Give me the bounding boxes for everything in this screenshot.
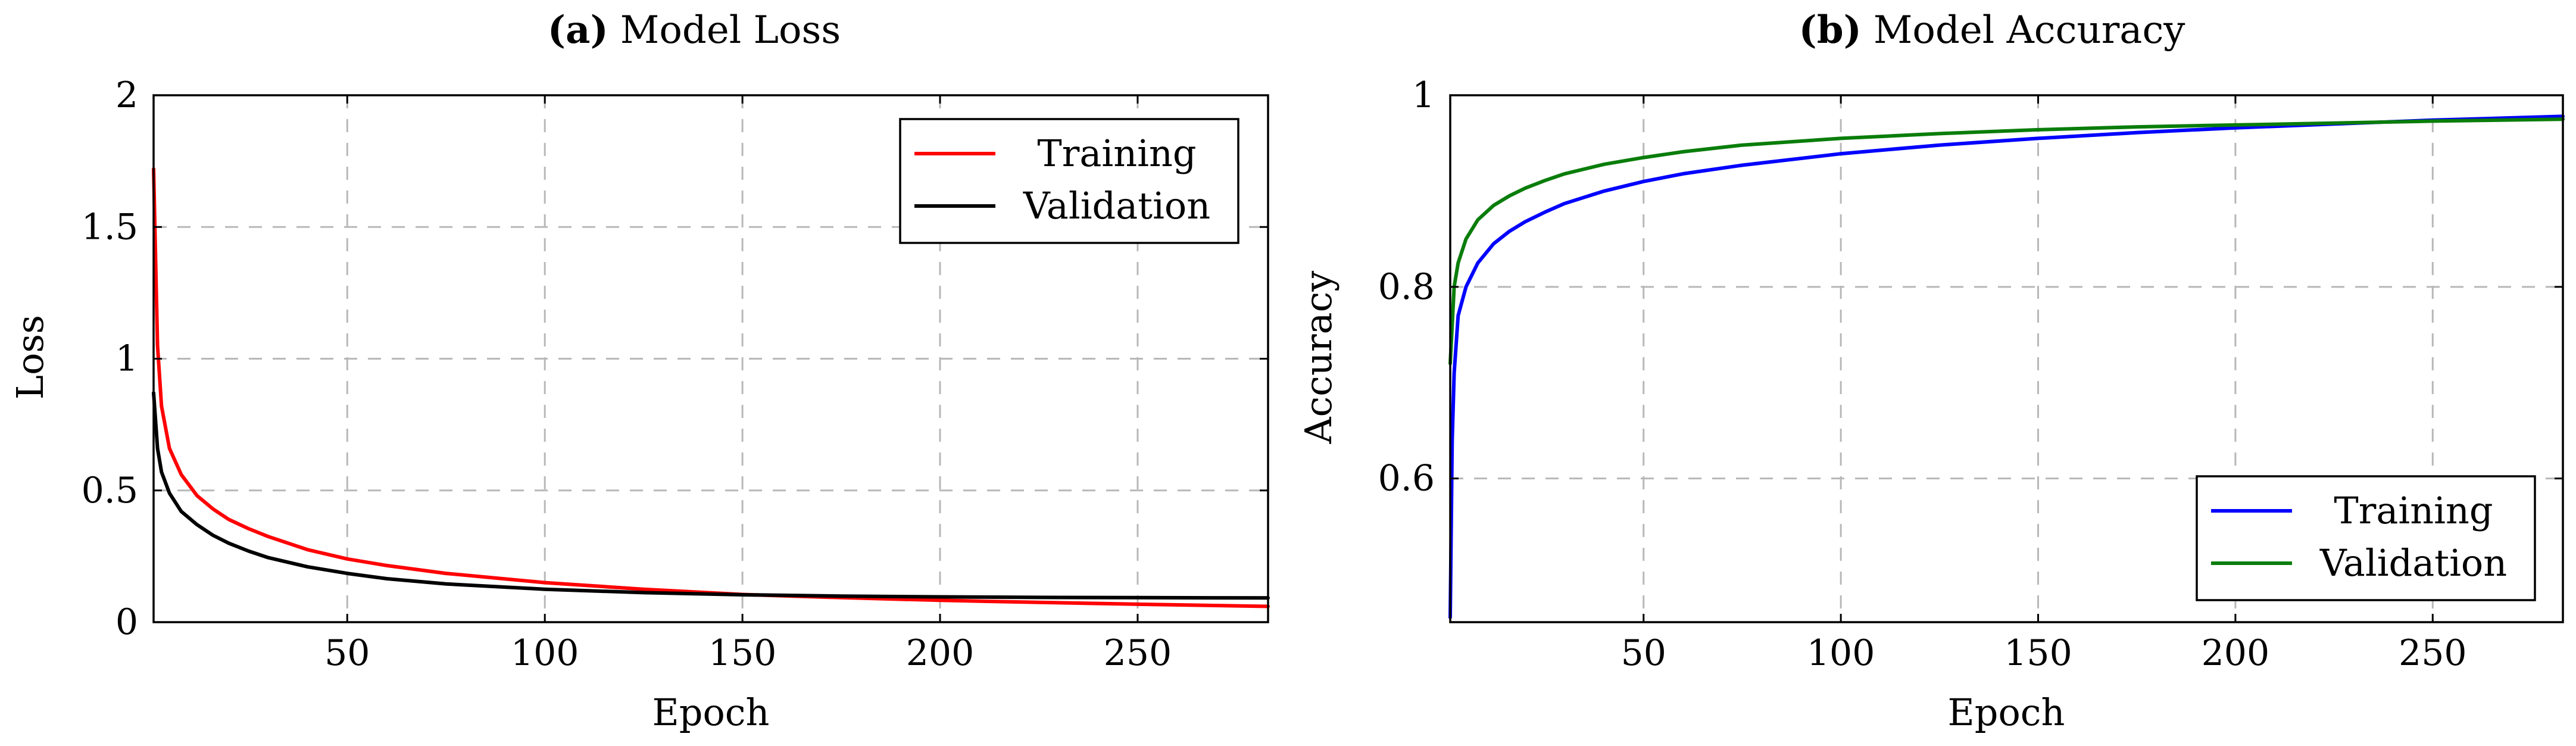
accuracy-series-validation-line [1448,117,2565,366]
loss-series-training-line [152,167,1270,608]
loss-x-axis-label: Epoch [652,691,770,734]
loss-legend: Training Validation [899,118,1239,244]
loss-y-tick-label: 1 [115,338,138,380]
accuracy-legend-label-training: Training [2334,489,2493,532]
accuracy-plot-area [1449,94,2564,623]
accuracy-panel-label: (b) [1799,8,1862,52]
accuracy-chart: (b) Model Accuracy Epoch Accuracy 50 100 15… [1297,8,2565,734]
accuracy-x-tick-label: 200 [2202,632,2270,674]
accuracy-y-tick-label: 0.6 [1378,458,1435,500]
loss-y-axis-label: Loss [8,315,52,399]
loss-series-validation-line [152,391,1270,600]
loss-chart-title: (a) Model Loss [548,8,841,52]
accuracy-x-tick-label: 50 [1621,632,1666,674]
loss-legend-label-validation: Validation [1023,184,1210,227]
loss-y-tick-label: 1.5 [82,206,138,248]
accuracy-x-tick-label: 250 [2399,632,2467,674]
loss-legend-label-training: Training [1037,132,1196,175]
loss-panel-label: (a) [548,8,608,52]
accuracy-y-tick-label: 1 [1412,74,1435,116]
accuracy-title-text: Model Accuracy [1874,8,2185,52]
accuracy-y-tick-label: 0.8 [1378,266,1435,308]
accuracy-legend-box [2196,475,2536,601]
accuracy-legend: Training Validation [2196,475,2536,601]
loss-x-tick-label: 50 [324,632,370,674]
accuracy-x-axis-label: Epoch [1948,691,2065,734]
accuracy-chart-title: (b) Model Accuracy [1799,8,2185,52]
loss-y-tick-label: 2 [115,74,138,116]
loss-x-tick-label: 100 [511,632,579,674]
accuracy-legend-label-validation: Validation [2319,541,2507,585]
loss-x-tick-label: 200 [906,632,975,674]
accuracy-x-tick-label: 100 [1807,632,1875,674]
accuracy-x-tick-label: 150 [2004,632,2072,674]
loss-title-text: Model Loss [620,8,841,52]
loss-x-tick-label: 250 [1104,632,1172,674]
loss-chart: (a) Model Loss Epoch Loss 50 100 150 200 250 0… [8,8,1270,734]
accuracy-y-axis-label: Accuracy [1297,271,1340,445]
loss-y-tick-label: 0 [115,601,138,643]
loss-y-tick-label: 0.5 [82,470,138,511]
loss-legend-box [899,118,1239,244]
loss-x-tick-label: 150 [708,632,777,674]
accuracy-series-training-line [1448,114,2565,619]
